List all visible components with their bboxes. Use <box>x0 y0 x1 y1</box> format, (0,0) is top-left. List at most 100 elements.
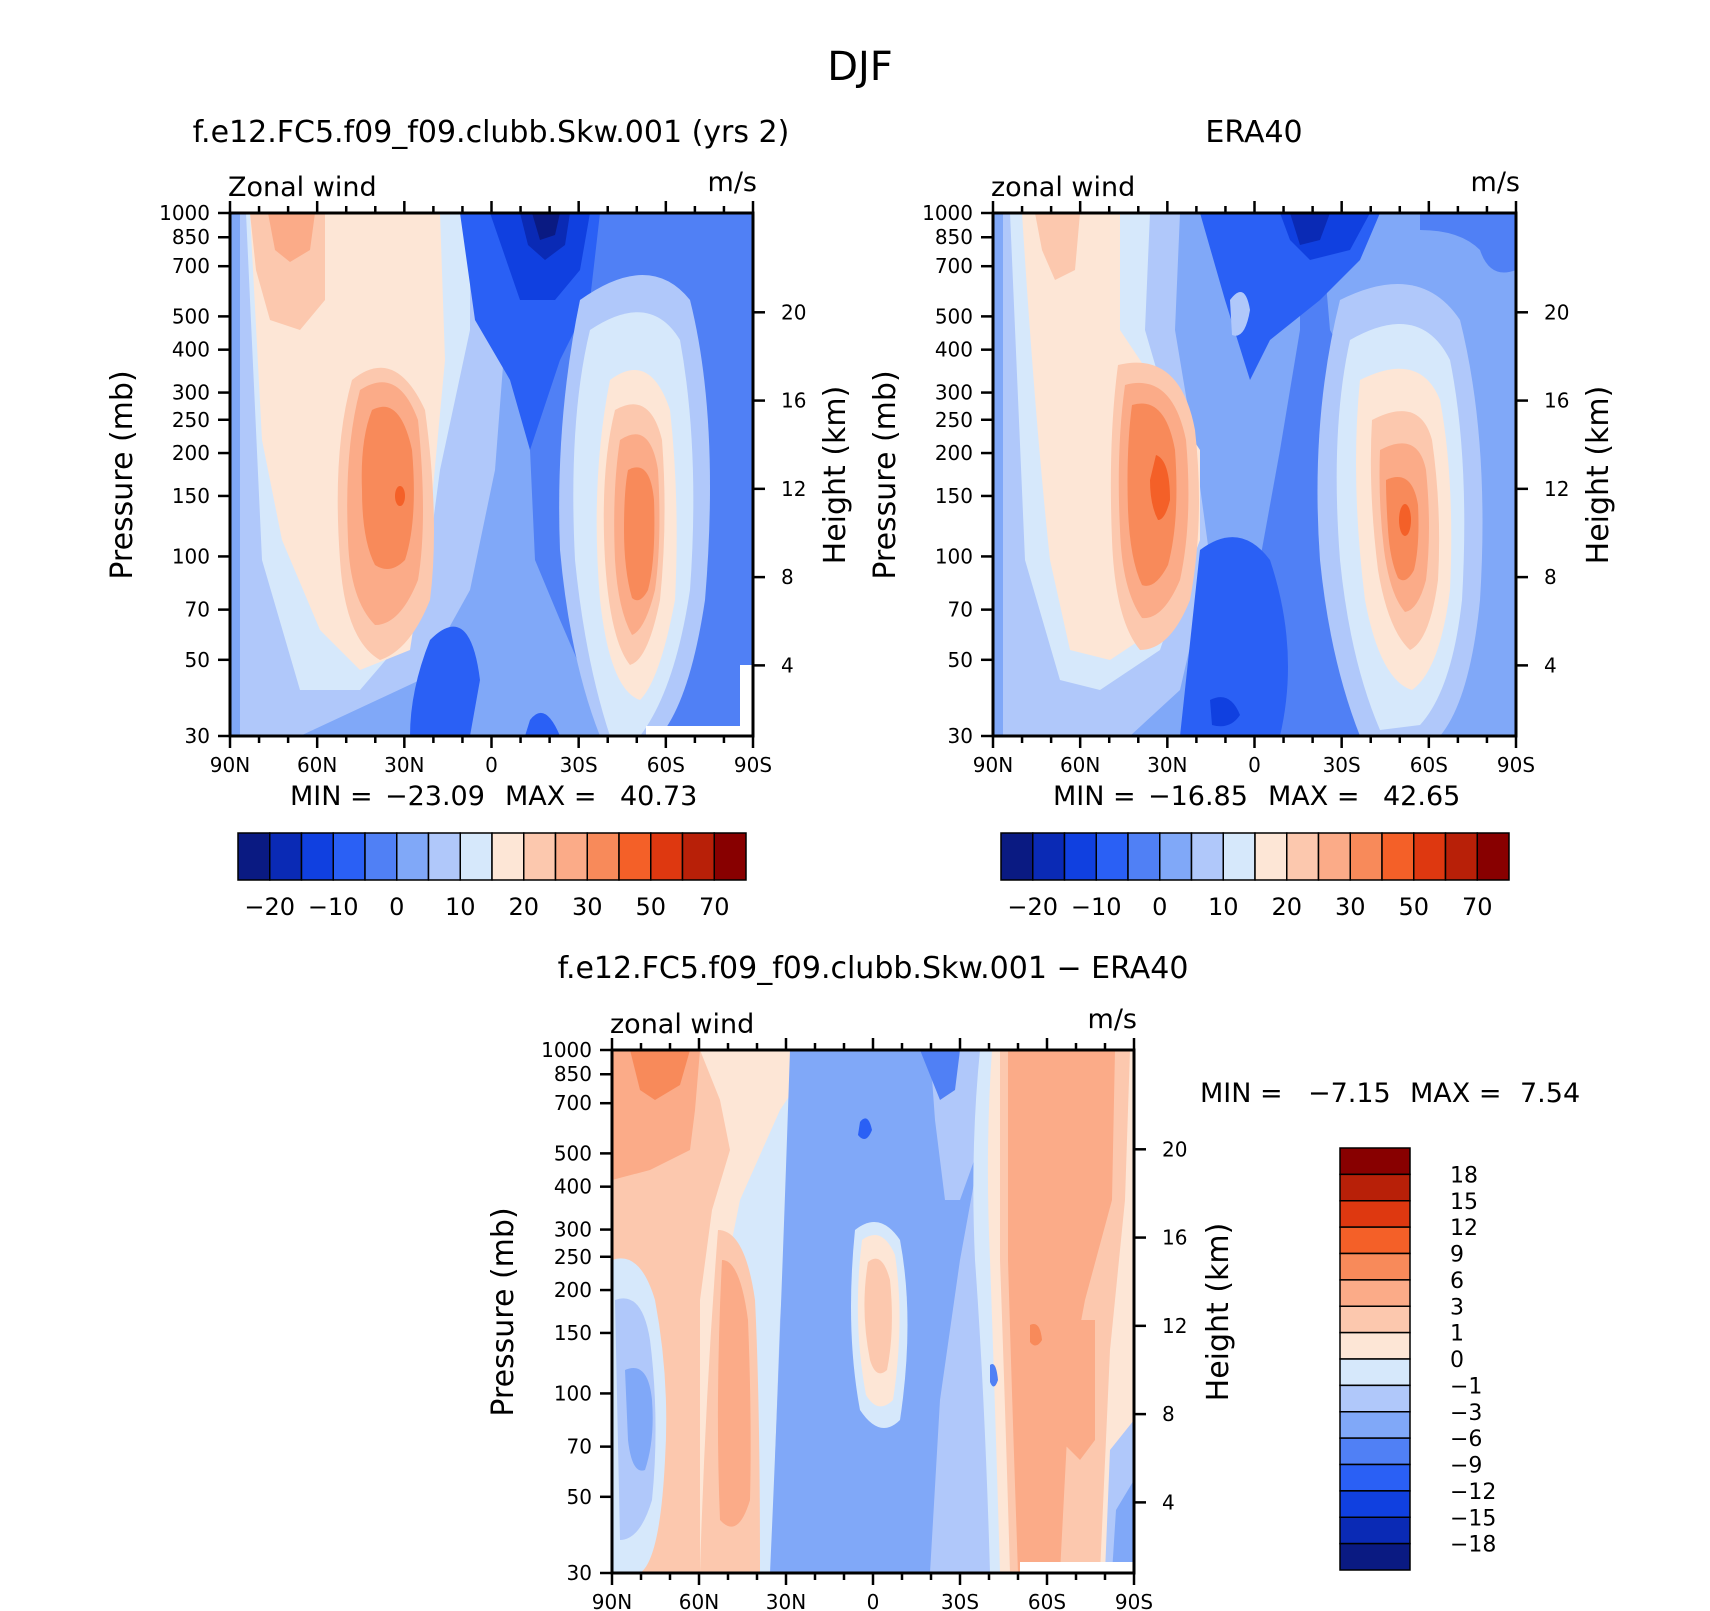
figure-title: DJF <box>827 44 893 90</box>
x-tick-label: 30S <box>941 1590 979 1611</box>
colorbar-label: −15 <box>1450 1506 1496 1531</box>
field-label: Zonal wind <box>228 172 377 203</box>
colorbar-swatch <box>1000 832 1034 881</box>
x-tick-label: 90S <box>734 753 772 777</box>
colorbar-swatch <box>427 832 461 881</box>
min-value: −7.15 <box>1308 1078 1391 1109</box>
colorbar-label: −9 <box>1450 1454 1482 1479</box>
colorbar-label: −10 <box>1071 893 1122 921</box>
max-label: MAX = <box>1410 1078 1501 1109</box>
y-tick-label: 1000 <box>922 201 973 225</box>
x-tick-labels: 90N 60N 30N 0 30S 60S 90S <box>973 201 1535 777</box>
min-value: −23.09 <box>385 781 485 812</box>
height-tick-label: 16 <box>1162 1226 1187 1250</box>
colorbar-swatch <box>1339 1226 1411 1255</box>
y-tick-label: 400 <box>935 338 973 362</box>
colorbar-swatch <box>1339 1279 1411 1307</box>
y-tick-label: 200 <box>172 441 210 465</box>
min-label: MIN = <box>290 781 373 812</box>
colorbar-swatch <box>681 832 715 881</box>
height-tick-label: 20 <box>781 300 806 324</box>
colorbar-swatch <box>1339 1331 1411 1360</box>
y-tick-label: 1000 <box>541 1038 592 1062</box>
colorbar-swatch <box>1444 832 1478 881</box>
x-tick-label: 30S <box>1323 753 1361 777</box>
colorbar-label: 50 <box>1398 893 1429 921</box>
colorbar-swatch <box>459 832 493 881</box>
height-tick-label: 4 <box>1544 653 1557 677</box>
max-value: 40.73 <box>620 781 697 812</box>
x-tick-label: 60S <box>1028 1590 1066 1611</box>
y-tick-label: 200 <box>554 1278 592 1302</box>
units-label: m/s <box>708 167 757 198</box>
colorbar-swatch <box>1339 1384 1411 1413</box>
colorbar-swatch <box>1476 832 1510 881</box>
colorbar-swatch <box>1339 1411 1411 1439</box>
field-label: zonal wind <box>610 1009 754 1040</box>
y-tick-label: 700 <box>554 1091 592 1115</box>
y-tick-label: 300 <box>172 381 210 405</box>
height-tick-label: 16 <box>1544 389 1569 413</box>
y-tick-label: 50 <box>948 648 973 672</box>
colorbar-swatch <box>364 832 398 881</box>
colorbar-label: −1 <box>1450 1374 1482 1399</box>
colorbar-label: −18 <box>1450 1533 1496 1558</box>
height-tick-label: 8 <box>1544 565 1557 589</box>
y-axis-label-right: Height (km) <box>1201 1223 1236 1402</box>
colorbar-label: 15 <box>1450 1190 1478 1215</box>
field-label: zonal wind <box>991 172 1135 203</box>
colorbar-label: −3 <box>1450 1401 1482 1426</box>
y-tick-label: 250 <box>554 1245 592 1269</box>
colorbar-label: 30 <box>1335 893 1366 921</box>
x-tick-label: 90S <box>1115 1590 1153 1611</box>
colorbar-swatch <box>1381 832 1415 881</box>
colorbar-swatch <box>1254 832 1288 881</box>
x-tick-label: 30N <box>766 1590 806 1611</box>
colorbar-swatch <box>618 832 652 881</box>
colorbar-label: 3 <box>1450 1295 1464 1320</box>
colorbar-label: 10 <box>1208 893 1239 921</box>
units-label: m/s <box>1088 1004 1137 1035</box>
colorbar-swatch <box>491 832 525 881</box>
y-tick-label: 850 <box>172 225 210 249</box>
colorbar-swatch <box>1339 1200 1411 1228</box>
height-tick-label: 16 <box>781 389 806 413</box>
colorbar-swatch <box>650 832 684 881</box>
y-axis-label-right: Height (km) <box>1581 386 1616 565</box>
colorbar-label: −10 <box>308 893 359 921</box>
x-tick-label: 60S <box>647 753 685 777</box>
y-tick-label: 50 <box>185 648 210 672</box>
panel-era40: ERA40 zonal wind m/s <box>868 115 1616 921</box>
colorbar-swatch <box>332 832 366 881</box>
colorbar-swatch <box>1413 832 1447 881</box>
colorbar-swatch <box>1190 832 1224 881</box>
height-tick-labels: 20 16 12 8 4 <box>1134 1137 1187 1514</box>
x-tick-label: 0 <box>1248 753 1261 777</box>
y-axis-label: Pressure (mb) <box>105 370 140 579</box>
height-tick-label: 4 <box>781 653 794 677</box>
colorbar-label: 0 <box>389 893 404 921</box>
colorbar-label: 10 <box>445 893 476 921</box>
max-value: 42.65 <box>1383 781 1460 812</box>
y-tick-label: 850 <box>935 225 973 249</box>
colorbar-swatch <box>269 832 303 881</box>
x-tick-label: 0 <box>485 753 498 777</box>
y-tick-label: 100 <box>554 1381 592 1405</box>
y-tick-label: 70 <box>567 1435 592 1459</box>
y-tick-label: 150 <box>172 484 210 508</box>
x-tick-label: 60N <box>679 1590 719 1611</box>
colorbar-swatch <box>1349 832 1383 881</box>
y-tick-label: 700 <box>935 254 973 278</box>
y-tick-label: 70 <box>185 598 210 622</box>
y-tick-label: 250 <box>935 408 973 432</box>
x-tick-label: 0 <box>867 1590 880 1611</box>
panel-model: f.e12.FC5.f09_f09.clubb.Skw.001 (yrs 2) … <box>105 115 853 921</box>
colorbar-swatch <box>1339 1490 1411 1518</box>
y-tick-label: 500 <box>172 304 210 328</box>
x-tick-label: 60N <box>297 753 337 777</box>
y-tick-label: 400 <box>172 338 210 362</box>
